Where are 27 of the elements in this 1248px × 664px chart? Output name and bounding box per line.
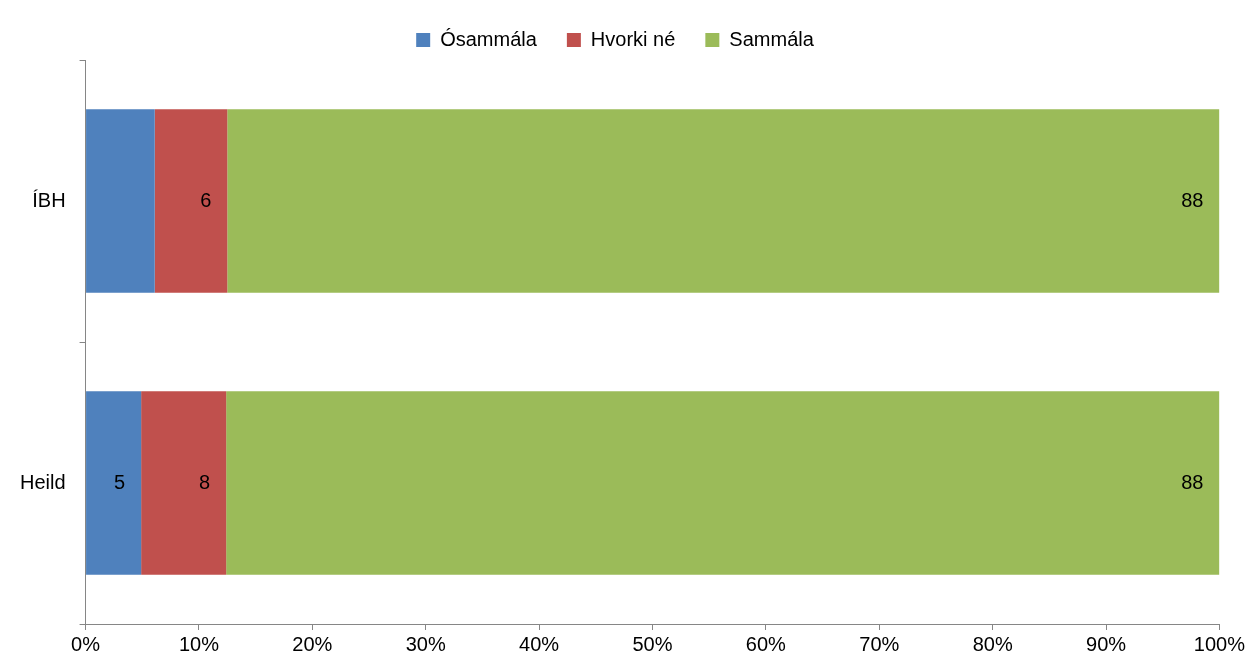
data-label: 8 <box>199 470 211 493</box>
bar <box>141 391 227 575</box>
x-tick-label: 40% <box>519 632 560 655</box>
data-label: 5 <box>114 470 126 493</box>
bar <box>227 109 1220 293</box>
x-tick-label: 0% <box>71 632 101 655</box>
x-tick-label: 80% <box>972 632 1013 655</box>
bar <box>226 391 1220 575</box>
x-tick-label: 50% <box>632 632 673 655</box>
x-tick-label: 30% <box>405 632 446 655</box>
data-label: 6 <box>200 188 212 211</box>
x-tick-label: 70% <box>859 632 900 655</box>
y-tick-label: Heild <box>20 470 66 493</box>
x-tick-label: 10% <box>178 632 220 655</box>
legend-label: Sammála <box>729 27 815 50</box>
x-tick-label: 60% <box>745 632 787 655</box>
bar <box>154 109 228 293</box>
x-tick-label: 100% <box>1193 632 1246 655</box>
x-tick-label: 20% <box>292 632 333 655</box>
bar <box>86 391 142 575</box>
data-label: 88 <box>1181 188 1204 211</box>
x-tick-label: 90% <box>1086 632 1127 655</box>
data-label: 88 <box>1181 470 1204 493</box>
legend-label: Hvorki né <box>590 27 676 50</box>
bar <box>86 109 155 293</box>
y-tick-label: ÍBH <box>32 188 66 211</box>
legend-label: Ósammála <box>440 27 538 50</box>
